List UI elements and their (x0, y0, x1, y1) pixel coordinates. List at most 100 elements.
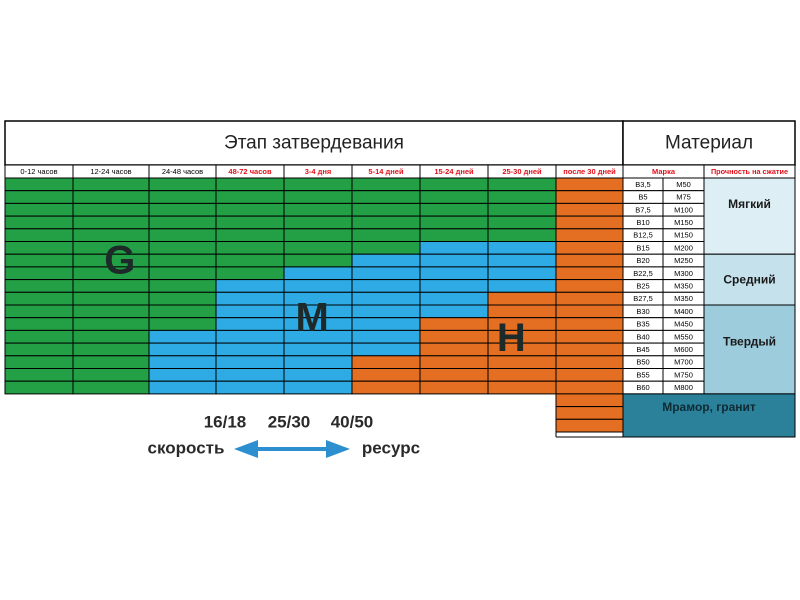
grid-cell (487, 368, 557, 382)
grid-cell (555, 355, 624, 369)
grid-cell (555, 190, 624, 204)
grade-m-label: M250 (674, 256, 693, 265)
grid-cell (4, 342, 74, 357)
grid-cell (419, 342, 489, 357)
grid-cell (351, 355, 421, 369)
grid-cell (148, 228, 217, 243)
class-b-label: B10 (636, 218, 649, 227)
grid-cell (419, 317, 489, 331)
class-b-label: B50 (636, 358, 649, 367)
grid-cell (72, 202, 150, 217)
grid-cell (351, 329, 421, 344)
class-b-label: B30 (636, 307, 649, 316)
grid-cell (148, 266, 217, 281)
grid-cell (487, 228, 557, 243)
legend-value-1: 16/18 (204, 413, 247, 432)
grid-cell (72, 304, 150, 319)
grid-cell (419, 329, 489, 344)
grid-cell (283, 228, 353, 243)
grid-cell (72, 317, 150, 331)
time-column-label: 15-24 дней (434, 167, 474, 176)
grade-m-label: M400 (674, 307, 693, 316)
grid-cell (419, 202, 489, 217)
time-column-label: 48-72 часов (228, 167, 272, 176)
grid-cell (4, 355, 74, 369)
grid-cell (72, 368, 150, 382)
grid-cell (351, 291, 421, 306)
grid-cell (215, 266, 285, 281)
grid-cell (487, 266, 557, 281)
grid-cell (283, 190, 353, 204)
grid-cell (148, 279, 217, 293)
grid-cell (215, 304, 285, 319)
grid-cell (215, 279, 285, 293)
strength-group-box (703, 177, 796, 255)
grid-cell (419, 380, 489, 395)
grid-cell (351, 177, 421, 192)
grid-cell (4, 368, 74, 382)
grid-cell (419, 368, 489, 382)
grid-cell (215, 228, 285, 243)
grid-cell (283, 202, 353, 217)
grid-cell (215, 355, 285, 369)
class-b-label: B20 (636, 256, 649, 265)
grid-cell (555, 342, 624, 357)
grid-cell (419, 253, 489, 268)
grid-cell (555, 279, 624, 293)
grid-cell (4, 228, 74, 243)
grid-cell (419, 177, 489, 192)
grid-cell (72, 291, 150, 306)
grid-cell (72, 177, 150, 192)
grid-cell (351, 380, 421, 395)
time-column-label: 3-4 дня (305, 167, 332, 176)
grid-cell (555, 418, 624, 433)
grid-cell (72, 215, 150, 230)
extra-material-box (622, 393, 796, 438)
grid-cell (555, 304, 624, 319)
grid-cell (4, 304, 74, 319)
legend-resource-label: ресурс (362, 439, 420, 458)
grid-cell (148, 317, 217, 331)
class-b-label: B35 (636, 320, 649, 329)
grid-cell (419, 241, 489, 255)
grid-cell (148, 215, 217, 230)
time-column-label: после 30 дней (563, 167, 616, 176)
time-column-label: 25-30 дней (502, 167, 542, 176)
grid-cell (72, 380, 150, 395)
grade-m-label: M150 (674, 218, 693, 227)
grid-cell (419, 190, 489, 204)
grid-cell (555, 253, 624, 268)
legend: 16/18 25/30 40/50 скорость ресурс (148, 413, 420, 458)
grid-cell (283, 355, 353, 369)
grid-cell (487, 253, 557, 268)
grid-cell (487, 177, 557, 192)
grid-cell (215, 190, 285, 204)
class-b-label: B5 (638, 193, 647, 202)
strength-header: Прочность на сжатие (711, 167, 788, 176)
grade-m-label: M100 (674, 205, 693, 214)
grid-cell (351, 228, 421, 243)
time-column-label: 0-12 часов (20, 167, 57, 176)
grid-cell (215, 317, 285, 331)
grid-cell (148, 190, 217, 204)
grid-cell (555, 406, 624, 420)
grid-cell (215, 253, 285, 268)
zone-label-G: G (104, 239, 135, 283)
grade-m-label: M50 (676, 180, 691, 189)
grid-cell (283, 177, 353, 192)
zone-label-H: H (497, 316, 526, 360)
grid-cell (4, 317, 74, 331)
grid-cell (555, 291, 624, 306)
grid-cell (351, 253, 421, 268)
grid-cell (555, 317, 624, 331)
grid-cell (555, 266, 624, 281)
grid-cell (283, 241, 353, 255)
grade-m-label: M750 (674, 370, 693, 379)
class-b-label: B55 (636, 370, 649, 379)
grid-cell (148, 355, 217, 369)
grid-cell (351, 241, 421, 255)
grid-cell (148, 329, 217, 344)
grid-cell (351, 202, 421, 217)
grid-cell (487, 190, 557, 204)
